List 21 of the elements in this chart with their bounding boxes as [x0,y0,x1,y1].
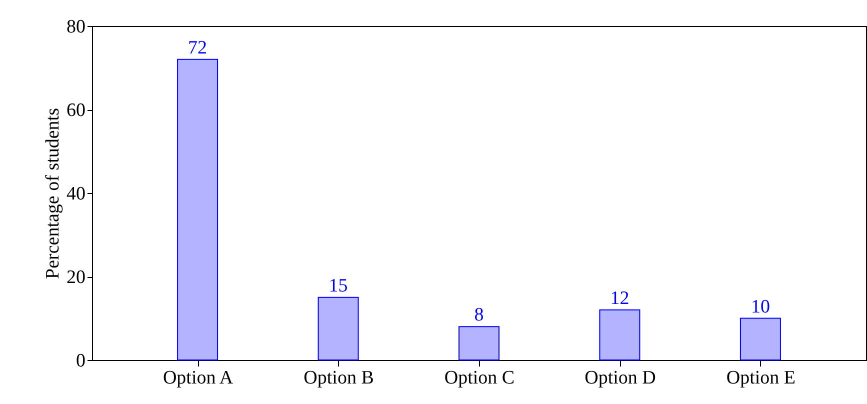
bar [177,58,218,360]
data-label: 8 [474,304,484,326]
y-tick-label: 60 [66,100,86,121]
y-tick-label: 20 [66,267,86,288]
y-axis-title: Percentage of students [42,108,64,279]
y-tick-label: 80 [66,16,86,38]
y-tick-label: 0 [76,350,86,372]
bar [740,318,781,360]
data-label: 72 [188,37,208,58]
x-tick-label: Option C [444,368,515,388]
x-tick-label: Option D [584,368,656,388]
bar [318,296,359,360]
x-tick-label: Option E [726,368,796,388]
data-label: 12 [610,288,630,309]
bar [599,309,640,360]
y-tick-label: 40 [66,184,86,204]
data-label: 15 [328,275,348,296]
x-tick-label: Option B [304,368,374,388]
x-tick-label: Option A [162,368,234,388]
data-label: 10 [750,296,770,318]
bar [458,326,500,360]
